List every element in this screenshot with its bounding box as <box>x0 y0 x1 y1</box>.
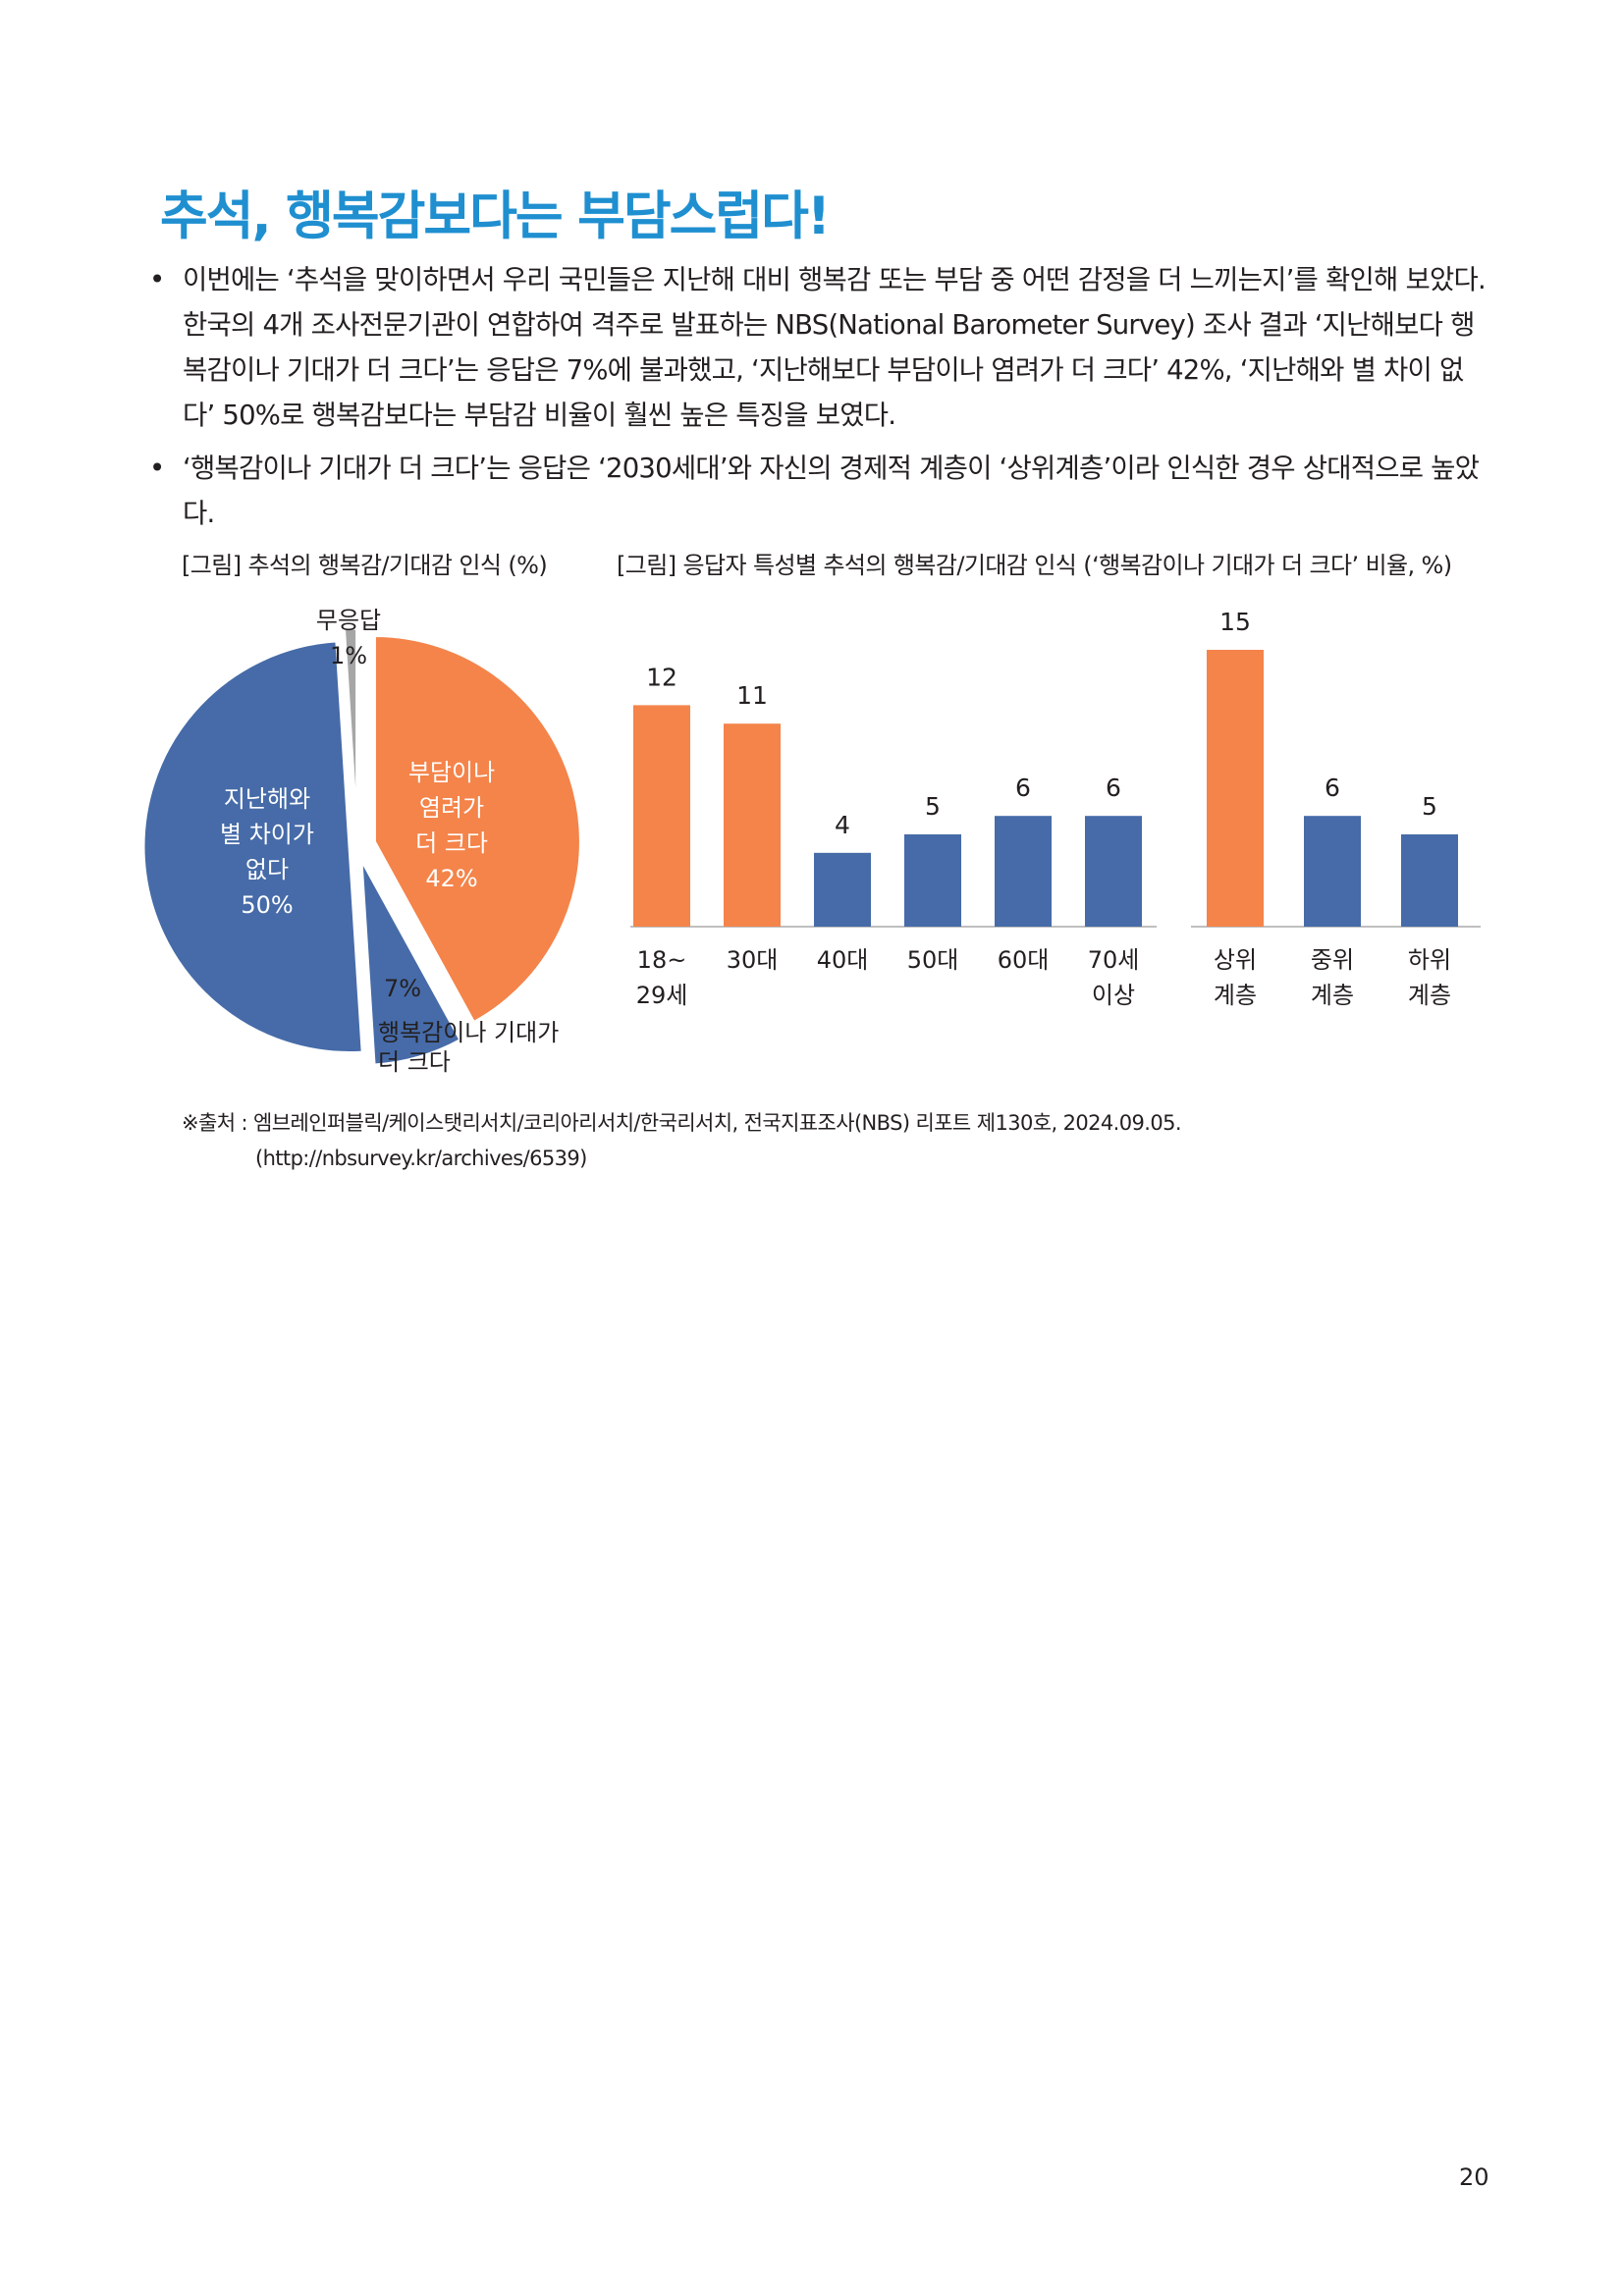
bar <box>1401 834 1458 927</box>
bar-value-label: 12 <box>646 663 677 691</box>
pie-label-no-difference: 지난해와 별 차이가 없다 50% <box>220 785 314 919</box>
bar <box>724 723 781 927</box>
bullet-symbol: • <box>149 264 165 295</box>
bar <box>633 705 690 927</box>
pie-slice <box>141 639 364 1055</box>
bar-category-label: 18~ 29세 <box>636 946 688 1009</box>
bar-value-label: 6 <box>1106 774 1121 802</box>
source-line-1: ※출처 : 엠브레인퍼블릭/케이스탯리서치/코리아리서치/한국리서치, 전국지표… <box>182 1111 1182 1135</box>
bar-value-label: 15 <box>1219 608 1251 636</box>
bar <box>995 816 1052 927</box>
source-line-2: (http://nbsurvey.kr/archives/6539) <box>255 1147 587 1170</box>
bar-category-label: 30대 <box>727 946 779 974</box>
bar-value-label: 5 <box>1422 792 1437 821</box>
bullet-text: 이번에는 ‘추석을 맞이하면서 우리 국민들은 지난해 대비 행복감 또는 부담… <box>183 264 1487 431</box>
pie-slice <box>372 634 582 1025</box>
figure2-caption: [그림] 응답자 특성별 추석의 행복감/기대감 인식 (‘행복감이나 기대가 … <box>617 552 1452 579</box>
page-number: 20 <box>1459 2163 1489 2191</box>
pie-label-no-answer: 무응답 1% <box>316 607 381 669</box>
figure1-caption: [그림] 추석의 행복감/기대감 인식 (%) <box>182 552 548 579</box>
pie-slice <box>359 858 463 1067</box>
page-title: 추석, 행복감보다는 부담스럽다! <box>160 187 831 246</box>
bullet-text: ‘행복감이나 기대가 더 크다’는 응답은 ‘2030세대’와 자신의 경제적 … <box>183 453 1480 529</box>
bullet-list: • 이번에는 ‘추석을 맞이하면서 우리 국민들은 지난해 대비 행복감 또는 … <box>147 257 1488 544</box>
bar <box>1085 816 1142 927</box>
bar-value-label: 4 <box>835 811 850 839</box>
bar-category-label: 70세 이상 <box>1088 946 1140 1009</box>
bar-category-label: 상위 계층 <box>1214 946 1257 1009</box>
bullet-item: • 이번에는 ‘추석을 맞이하면서 우리 국민들은 지난해 대비 행복감 또는 … <box>147 257 1488 438</box>
bullet-symbol: • <box>149 453 165 484</box>
bar <box>904 834 961 927</box>
bar <box>1207 650 1264 927</box>
pie-value-happy: 7% <box>384 975 421 1002</box>
bar-value-label: 5 <box>925 792 941 821</box>
pie-label-burden: 부담이나 염려가 더 크다 42% <box>408 759 495 892</box>
bar-category-label: 60대 <box>998 946 1050 974</box>
bullet-item: • ‘행복감이나 기대가 더 크다’는 응답은 ‘2030세대’와 자신의 경제… <box>147 446 1488 536</box>
bar-value-label: 6 <box>1325 774 1340 802</box>
bar-value-label: 6 <box>1015 774 1031 802</box>
pie-label-happy: 행복감이나 기대가 더 크다 <box>378 1019 559 1076</box>
pie-slice <box>342 626 359 835</box>
bar-value-label: 11 <box>736 681 768 710</box>
bar <box>1304 816 1361 927</box>
bar-category-label: 40대 <box>817 946 869 974</box>
source-note: ※출처 : 엠브레인퍼블릭/케이스탯리서치/코리아리서치/한국리서치, 전국지표… <box>182 1105 1182 1176</box>
bar-category-label: 50대 <box>907 946 959 974</box>
bar-category-label: 중위 계층 <box>1311 946 1354 1009</box>
bar-category-label: 하위 계층 <box>1408 946 1451 1009</box>
bar <box>814 852 871 927</box>
